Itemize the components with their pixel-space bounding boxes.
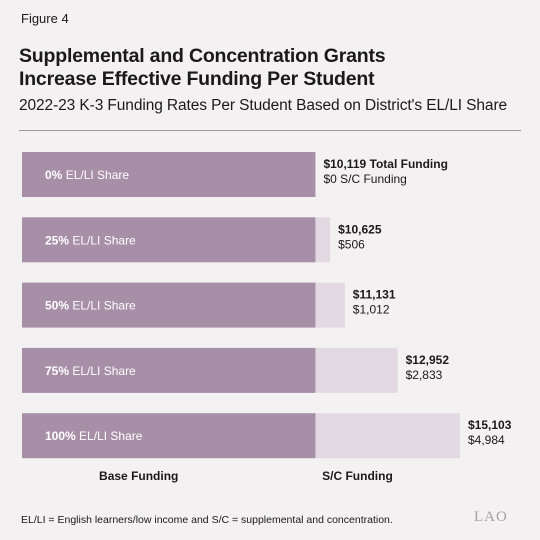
lao-logo: LAO [474, 509, 508, 525]
category-label: 50% EL/LI Share [45, 299, 136, 313]
total-funding-label: $11,131 [353, 288, 396, 302]
legend-base-funding: Base Funding [99, 469, 178, 483]
sc-funding-bar [315, 217, 331, 263]
figure-label: Figure 4 [21, 11, 69, 26]
sc-funding-label: $1,012 [353, 303, 390, 317]
footnote: EL/LI = English learners/low income and … [21, 514, 393, 526]
category-label: 25% EL/LI Share [45, 233, 136, 247]
total-funding-label: $10,119 Total Funding [323, 157, 447, 171]
category-label: 0% EL/LI Share [45, 168, 129, 182]
sc-funding-label: $2,833 [406, 368, 443, 382]
base-funding-bar [22, 413, 316, 459]
total-funding-label: $15,103 [468, 418, 512, 432]
category-label: 75% EL/LI Share [45, 364, 136, 378]
sc-funding-bar [315, 413, 460, 459]
base-funding-bar [22, 347, 316, 393]
title-divider [19, 130, 521, 131]
total-funding-label: $10,625 [338, 222, 382, 236]
category-label: 100% EL/LI Share [45, 429, 143, 443]
base-funding-bar [22, 217, 316, 263]
title-line-1: Supplemental and Concentration Grants [19, 45, 386, 67]
sc-funding-label: $4,984 [468, 433, 505, 447]
sc-funding-label: $506 [338, 237, 365, 251]
title-line-2: Increase Effective Funding Per Student [19, 68, 375, 90]
legend-sc-funding: S/C Funding [322, 469, 393, 483]
sc-funding-bar [315, 282, 345, 328]
base-funding-bar [22, 152, 316, 197]
base-funding-bar [22, 282, 316, 328]
chart-title: Supplemental and Concentration Grants In… [19, 45, 519, 91]
chart-subtitle: 2022-23 K-3 Funding Rates Per Student Ba… [19, 97, 508, 114]
total-funding-label: $12,952 [406, 353, 450, 367]
sc-funding-label: $0 S/C Funding [323, 172, 406, 186]
sc-funding-bar [315, 347, 398, 393]
